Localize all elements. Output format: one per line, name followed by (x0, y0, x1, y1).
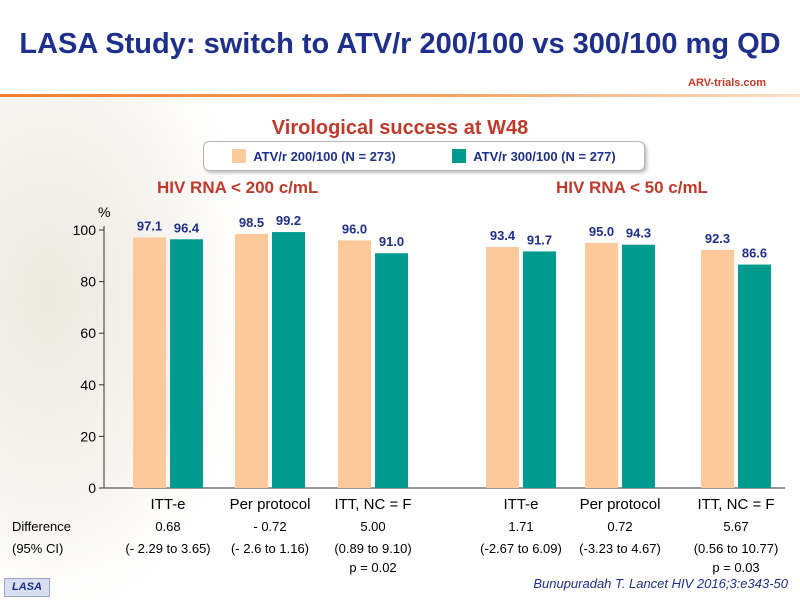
p-value: p = 0.03 (712, 560, 759, 575)
title-divider (0, 94, 800, 97)
page-title: LASA Study: switch to ATV/r 200/100 vs 3… (19, 28, 781, 60)
ci-value: (0.89 to 9.10) (334, 541, 411, 556)
bar (375, 253, 408, 488)
y-tick-label: 20 (80, 428, 96, 444)
ci-value: (- 2.6 to 1.16) (231, 541, 309, 556)
category-label: ITT-e (150, 496, 185, 513)
bar-value-label: 95.0 (589, 224, 614, 239)
category-label: ITT, NC = F (334, 496, 411, 513)
bar-value-label: 86.6 (742, 246, 767, 261)
difference-value: 0.68 (155, 519, 180, 534)
difference-value: 5.67 (723, 519, 748, 534)
category-label: ITT-e (503, 496, 538, 513)
difference-value: 0.72 (607, 519, 632, 534)
bar (622, 244, 655, 488)
bar-value-label: 96.0 (342, 221, 367, 236)
legend-item-series-1: ATV/r 200/100 (N = 273) (232, 148, 396, 164)
ci-label: (95% CI) (12, 541, 63, 556)
y-tick-label: 80 (80, 274, 96, 290)
ci-value: (0.56 to 10.77) (694, 541, 779, 556)
group-label-50: HIV RNA < 50 c/mL (556, 178, 708, 197)
bar (338, 240, 371, 488)
chart-title: Virological success at W48 (271, 117, 529, 139)
bar (272, 232, 305, 488)
difference-label: Difference (12, 519, 71, 534)
bar-value-label: 91.7 (527, 232, 552, 247)
bar-value-label: 91.0 (379, 234, 404, 249)
category-label: ITT, NC = F (697, 496, 774, 513)
category-label: Per protocol (580, 496, 661, 513)
difference-value: 1.71 (508, 519, 533, 534)
y-tick-label: 0 (88, 480, 96, 496)
bar (701, 249, 734, 488)
bar (133, 237, 166, 488)
p-value: p = 0.02 (349, 560, 396, 575)
group-label-200: HIV RNA < 200 c/mL (157, 178, 319, 197)
citation: Bunupuradah T. Lancet HIV 2016;3:e343-50 (533, 576, 788, 591)
y-tick-label: 60 (80, 325, 96, 341)
bar (738, 264, 771, 488)
bar-value-label: 94.3 (626, 226, 651, 241)
bar-value-label: 97.1 (137, 218, 162, 233)
legend-item-series-2: ATV/r 300/100 (N = 277) (452, 148, 616, 164)
bar (523, 251, 556, 488)
category-label: Per protocol (230, 496, 311, 513)
brand-logo: ARV-trials.com (688, 77, 767, 89)
chart-legend: ATV/r 200/100 (N = 273) ATV/r 300/100 (N… (203, 141, 645, 171)
difference-value: - 0.72 (253, 519, 286, 534)
bar (585, 242, 618, 488)
bar-value-label: 93.4 (490, 228, 516, 243)
bar (486, 247, 519, 488)
ci-value: (-3.23 to 4.67) (579, 541, 661, 556)
bar-value-label: 92.3 (705, 231, 730, 246)
bar (235, 233, 268, 488)
legend-swatch-series-2 (452, 149, 467, 163)
ci-value: (- 2.29 to 3.65) (125, 541, 210, 556)
y-tick-label: 100 (73, 222, 97, 238)
difference-value: 5.00 (360, 519, 385, 534)
legend-label-series-2: ATV/r 300/100 (N = 277) (473, 148, 616, 164)
legend-label-series-1: ATV/r 200/100 (N = 273) (253, 148, 396, 164)
bar-value-label: 99.2 (276, 213, 301, 228)
legend-swatch-series-1 (232, 149, 247, 163)
bar-value-label: 98.5 (239, 215, 264, 230)
bar (170, 239, 203, 488)
study-tag: LASA (4, 578, 50, 597)
y-axis-label: % (98, 204, 110, 220)
y-tick-label: 40 (80, 377, 96, 393)
ci-value: (-2.67 to 6.09) (480, 541, 562, 556)
bar-value-label: 96.4 (174, 220, 200, 235)
